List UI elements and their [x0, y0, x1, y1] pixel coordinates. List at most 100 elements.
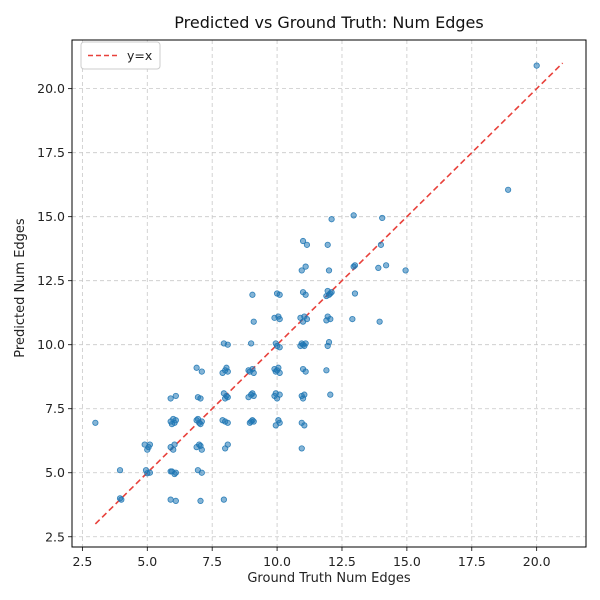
x-axis-label: Ground Truth Num Edges	[247, 571, 411, 586]
y-tick-label: 7.5	[45, 401, 65, 416]
data-point	[375, 264, 382, 271]
x-tick-label: 7.5	[202, 554, 222, 569]
data-point	[323, 317, 330, 324]
data-point	[350, 212, 357, 219]
y-tick-label: 17.5	[37, 145, 65, 160]
data-point	[246, 368, 253, 375]
data-point	[328, 216, 335, 223]
x-tick-label: 2.5	[72, 554, 92, 569]
data-point	[116, 467, 124, 474]
data-point	[325, 267, 333, 274]
data-point	[171, 441, 178, 448]
plot-area-frame	[71, 39, 587, 548]
data-point	[327, 391, 334, 398]
data-point	[167, 395, 174, 402]
legend-box	[80, 41, 161, 70]
data-point	[324, 241, 331, 248]
data-point	[377, 241, 385, 248]
data-points	[92, 62, 540, 505]
y-axis-label: Predicted Num Edges	[13, 218, 28, 358]
data-point	[323, 367, 330, 374]
data-point	[302, 340, 309, 347]
y-tick-label: 5.0	[45, 465, 65, 480]
data-point	[303, 241, 311, 248]
y-tick-label: 10.0	[37, 337, 65, 352]
axis-ticks: 2.5 5.0 7.5 10.0 12.5 15.0 17.5 20.0 2.5 5.0 7.5 10…	[37, 81, 550, 569]
data-point	[276, 316, 283, 323]
x-tick-label: 12.5	[328, 554, 356, 569]
x-tick-label: 5.0	[137, 554, 157, 569]
data-point	[144, 470, 151, 477]
chart-title: Predicted vs Ground Truth: Num Edges	[174, 13, 483, 32]
data-point	[302, 263, 309, 270]
data-point	[145, 444, 152, 451]
data-point	[172, 392, 179, 400]
data-point	[222, 445, 229, 452]
data-point	[299, 237, 307, 245]
x-tick-label: 20.0	[523, 554, 551, 569]
data-point	[172, 417, 179, 424]
data-point	[197, 420, 204, 428]
legend: y=x	[80, 41, 161, 70]
data-point	[302, 368, 309, 375]
data-point	[349, 316, 356, 323]
data-point	[224, 368, 231, 375]
legend-reference-label: y=x	[127, 48, 152, 63]
y-tick-label: 2.5	[45, 529, 65, 544]
data-point	[245, 394, 252, 401]
data-point	[276, 419, 283, 426]
grid-lines	[72, 40, 586, 547]
data-point	[249, 291, 256, 298]
data-point	[168, 468, 176, 475]
data-point	[298, 445, 305, 452]
data-point	[167, 496, 174, 503]
data-point	[301, 391, 308, 398]
data-point	[379, 214, 386, 222]
data-point	[383, 262, 390, 269]
data-point	[194, 415, 202, 423]
data-point	[351, 290, 359, 297]
data-point	[220, 496, 227, 503]
data-point	[224, 341, 231, 348]
data-point	[172, 497, 179, 505]
data-point	[222, 395, 229, 402]
data-point	[350, 263, 357, 270]
y-tick-label: 20.0	[37, 81, 65, 96]
data-point	[276, 291, 283, 298]
data-point	[197, 395, 204, 402]
data-point	[170, 446, 177, 453]
y-tick-label: 12.5	[37, 273, 65, 288]
data-point	[197, 497, 204, 505]
data-point	[276, 369, 283, 376]
data-point	[505, 186, 512, 193]
data-point	[198, 469, 205, 476]
data-point	[198, 368, 205, 375]
data-point	[533, 62, 540, 69]
data-point	[325, 291, 333, 298]
data-point	[248, 340, 255, 347]
data-point	[272, 390, 279, 397]
data-point	[303, 316, 311, 323]
x-tick-label: 15.0	[393, 554, 421, 569]
data-point	[276, 344, 283, 351]
x-tick-label: 10.0	[263, 554, 291, 569]
data-point	[193, 364, 200, 371]
data-point	[402, 267, 409, 274]
data-point	[92, 419, 99, 426]
data-point	[219, 369, 226, 376]
data-point	[301, 422, 308, 429]
data-point	[376, 318, 383, 325]
data-point	[250, 418, 257, 425]
data-point	[168, 420, 176, 428]
data-point	[197, 442, 204, 449]
data-point	[297, 342, 304, 350]
data-point	[298, 267, 305, 274]
data-point	[222, 418, 229, 425]
data-point	[250, 392, 257, 400]
y-tick-label: 15.0	[37, 209, 65, 224]
data-point	[302, 291, 309, 298]
x-tick-label: 17.5	[458, 554, 486, 569]
data-point	[118, 496, 125, 503]
data-point	[250, 318, 257, 325]
